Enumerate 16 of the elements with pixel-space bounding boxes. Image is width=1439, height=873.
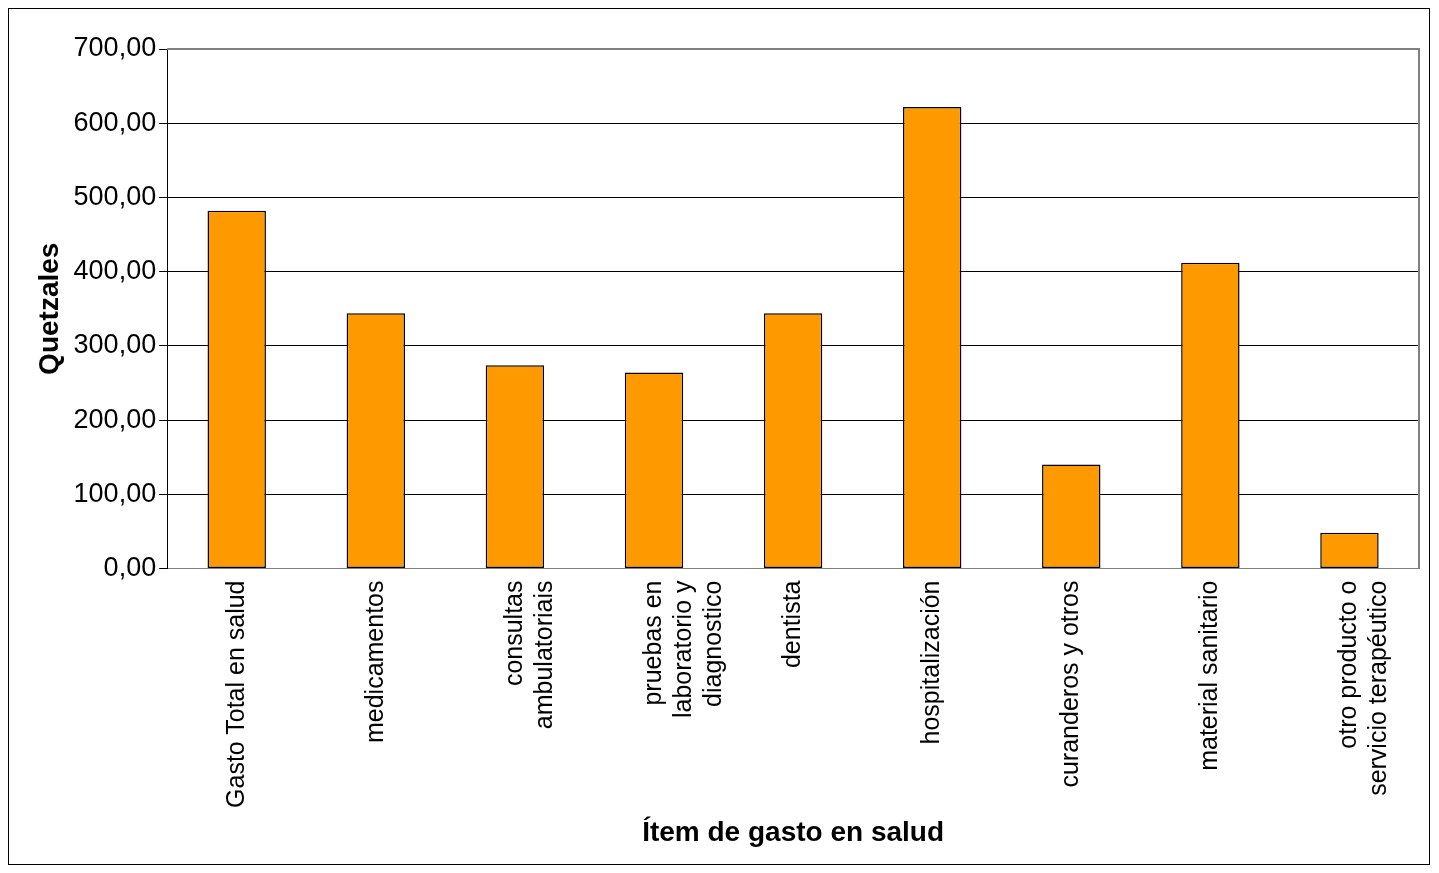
y-tick-label: 500,00: [73, 180, 157, 211]
y-tick-label: 600,00: [73, 106, 157, 137]
y-tick-label: 0,00: [103, 551, 157, 582]
y-tick-label: 200,00: [73, 403, 157, 434]
y-tick-label: 700,00: [73, 32, 157, 63]
y-tick-label: 100,00: [73, 477, 157, 508]
y-tick-label: 300,00: [73, 329, 157, 360]
x-tick-label: hospitalización: [916, 580, 945, 745]
y-tick-label: 400,00: [73, 255, 157, 286]
x-tick-label: curanderos y otros: [1055, 580, 1084, 788]
x-axis-title: Ítem de gasto en salud: [642, 815, 945, 847]
x-tick-label: dentista: [776, 580, 805, 669]
x-tick-label: material sanitario: [1194, 580, 1223, 771]
x-tick-label: Gasto Total en salud: [220, 580, 249, 808]
y-axis-title: Quetzales: [32, 242, 64, 375]
x-tick-label: medicamentos: [359, 580, 388, 744]
